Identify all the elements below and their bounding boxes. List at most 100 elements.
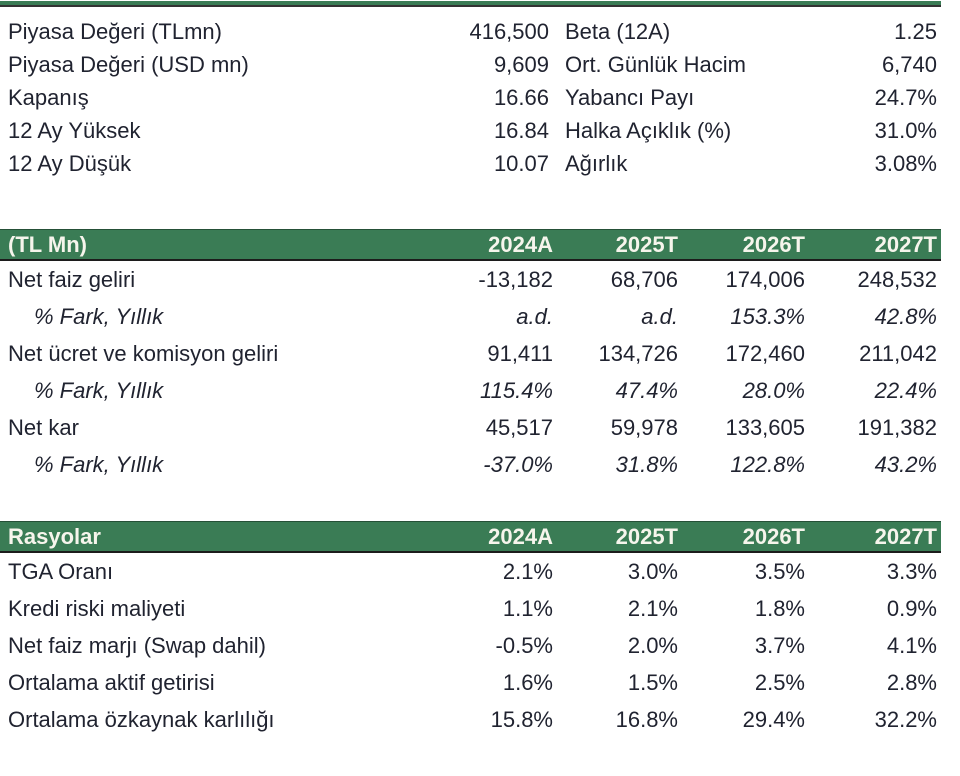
table-cell: 16.8% <box>615 706 678 732</box>
summary-value: 416,500 <box>469 19 549 44</box>
summary-value: 3.08% <box>874 151 937 176</box>
row-label: Ortalama aktif getirisi <box>8 669 215 695</box>
table-cell: 122.8% <box>730 451 805 477</box>
table-cell: 43.2% <box>874 451 937 477</box>
table-cell: 3.7% <box>754 632 805 658</box>
summary-label: Piyasa Değeri (USD mn) <box>8 52 249 77</box>
table-cell: 68,706 <box>610 266 678 292</box>
column-header-2024a: 2024A <box>488 523 553 549</box>
table-cell: 191,382 <box>857 414 937 440</box>
summary-row: Kapanış 16.66 Yabancı Payı 24.7% <box>0 81 941 114</box>
row-label: Net kar <box>8 414 79 440</box>
column-header-2026t: 2026T <box>742 231 805 257</box>
table-row: Net ücret ve komisyon geliri 91,411 134,… <box>0 335 941 372</box>
row-label: % Fark, Yıllık <box>34 451 164 477</box>
summary-label: Beta (12A) <box>565 19 671 44</box>
table-cell: 172,460 <box>725 340 805 366</box>
ratios-table-title: Rasyolar <box>8 523 101 549</box>
table-row: % Fark, Yıllık -37.0% 31.8% 122.8% 43.2% <box>0 446 941 483</box>
table-cell: a.d. <box>641 303 678 329</box>
table-cell: 2.1% <box>502 558 553 584</box>
table-cell: 59,978 <box>610 414 678 440</box>
summary-label: Halka Açıklık (%) <box>565 118 732 143</box>
table-cell: 47.4% <box>615 377 678 403</box>
summary-value: 24.7% <box>874 85 937 110</box>
table-cell: 32.2% <box>874 706 937 732</box>
table-row: Kredi riski maliyeti 1.1% 2.1% 1.8% 0.9% <box>0 590 941 627</box>
table-row: Net kar 45,517 59,978 133,605 191,382 <box>0 409 941 446</box>
table-cell: 1.1% <box>502 595 553 621</box>
summary-row: 12 Ay Düşük 10.07 Ağırlık 3.08% <box>0 147 941 180</box>
income-table: (TL Mn) 2024A 2025T 2026T 2027T Net faiz… <box>0 229 941 483</box>
table-cell: 248,532 <box>857 266 937 292</box>
table-cell: 134,726 <box>598 340 678 366</box>
table-cell: 29.4% <box>742 706 805 732</box>
table-cell: 2.0% <box>627 632 678 658</box>
table-cell: -13,182 <box>478 266 553 292</box>
ratios-table: Rasyolar 2024A 2025T 2026T 2027T TGA Ora… <box>0 521 941 738</box>
summary-value: 6,740 <box>881 52 937 77</box>
column-header-2024a: 2024A <box>488 231 553 257</box>
summary-label: Kapanış <box>8 85 89 110</box>
table-cell: 45,517 <box>485 414 553 440</box>
summary-label: 12 Ay Düşük <box>8 151 132 176</box>
summary-label: Ort. Günlük Hacim <box>565 52 746 77</box>
table-cell: 2.1% <box>627 595 678 621</box>
row-label: TGA Oranı <box>8 558 114 584</box>
column-header-2026t: 2026T <box>742 523 805 549</box>
table-row: Ortalama aktif getirisi 1.6% 1.5% 2.5% 2… <box>0 664 941 701</box>
table-cell: 153.3% <box>730 303 805 329</box>
row-label: % Fark, Yıllık <box>34 377 164 403</box>
ratios-table-header: Rasyolar 2024A 2025T 2026T 2027T <box>0 521 941 553</box>
market-data-section: Piyasa Değeri (TLmn) 416,500 Beta (12A) … <box>0 7 941 180</box>
table-cell: 115.4% <box>480 377 553 403</box>
summary-value: 1.25 <box>894 19 937 44</box>
table-cell: a.d. <box>516 303 553 329</box>
table-cell: 22.4% <box>874 377 937 403</box>
summary-label: Ağırlık <box>565 151 628 176</box>
table-cell: 4.1% <box>886 632 937 658</box>
summary-value: 9,609 <box>493 52 549 77</box>
content-area: Piyasa Değeri (TLmn) 416,500 Beta (12A) … <box>0 1 941 738</box>
table-cell: 91,411 <box>487 340 553 366</box>
row-label: Net faiz marjı (Swap dahil) <box>8 632 266 658</box>
table-row: Net faiz geliri -13,182 68,706 174,006 2… <box>0 261 941 298</box>
row-label: Kredi riski maliyeti <box>8 595 186 621</box>
table-cell: 42.8% <box>874 303 937 329</box>
column-header-2025t: 2025T <box>615 231 678 257</box>
table-row: Ortalama özkaynak karlılığı 15.8% 16.8% … <box>0 701 941 738</box>
row-label: Ortalama özkaynak karlılığı <box>8 706 275 732</box>
table-cell: 3.5% <box>754 558 805 584</box>
table-cell: 0.9% <box>886 595 937 621</box>
summary-value: 16.66 <box>493 85 549 110</box>
summary-row: Piyasa Değeri (USD mn) 9,609 Ort. Günlük… <box>0 48 941 81</box>
table-cell: 1.5% <box>627 669 678 695</box>
table-cell: 1.6% <box>502 669 553 695</box>
summary-label: Yabancı Payı <box>565 85 695 110</box>
income-table-title: (TL Mn) <box>8 231 88 257</box>
table-cell: -0.5% <box>495 632 553 658</box>
table-cell: 15.8% <box>490 706 553 732</box>
table-cell: -37.0% <box>483 451 553 477</box>
table-row: % Fark, Yıllık 115.4% 47.4% 28.0% 22.4% <box>0 372 941 409</box>
table-cell: 211,042 <box>859 340 937 366</box>
table-cell: 3.0% <box>627 558 678 584</box>
top-divider-rule <box>0 1 941 7</box>
summary-label: Piyasa Değeri (TLmn) <box>8 19 222 44</box>
table-cell: 1.8% <box>754 595 805 621</box>
table-cell: 174,006 <box>725 266 805 292</box>
summary-value: 31.0% <box>874 118 937 143</box>
row-label: % Fark, Yıllık <box>34 303 164 329</box>
table-cell: 3.3% <box>886 558 937 584</box>
column-header-2025t: 2025T <box>615 523 678 549</box>
table-cell: 28.0% <box>742 377 805 403</box>
row-label: Net ücret ve komisyon geliri <box>8 340 279 366</box>
summary-label: 12 Ay Yüksek <box>8 118 141 143</box>
column-header-2027t: 2027T <box>874 231 937 257</box>
summary-row: 12 Ay Yüksek 16.84 Halka Açıklık (%) 31.… <box>0 114 941 147</box>
table-cell: 2.8% <box>886 669 937 695</box>
table-cell: 133,605 <box>725 414 805 440</box>
summary-value: 10.07 <box>493 151 549 176</box>
summary-row: Piyasa Değeri (TLmn) 416,500 Beta (12A) … <box>0 15 941 48</box>
table-row: TGA Oranı 2.1% 3.0% 3.5% 3.3% <box>0 553 941 590</box>
